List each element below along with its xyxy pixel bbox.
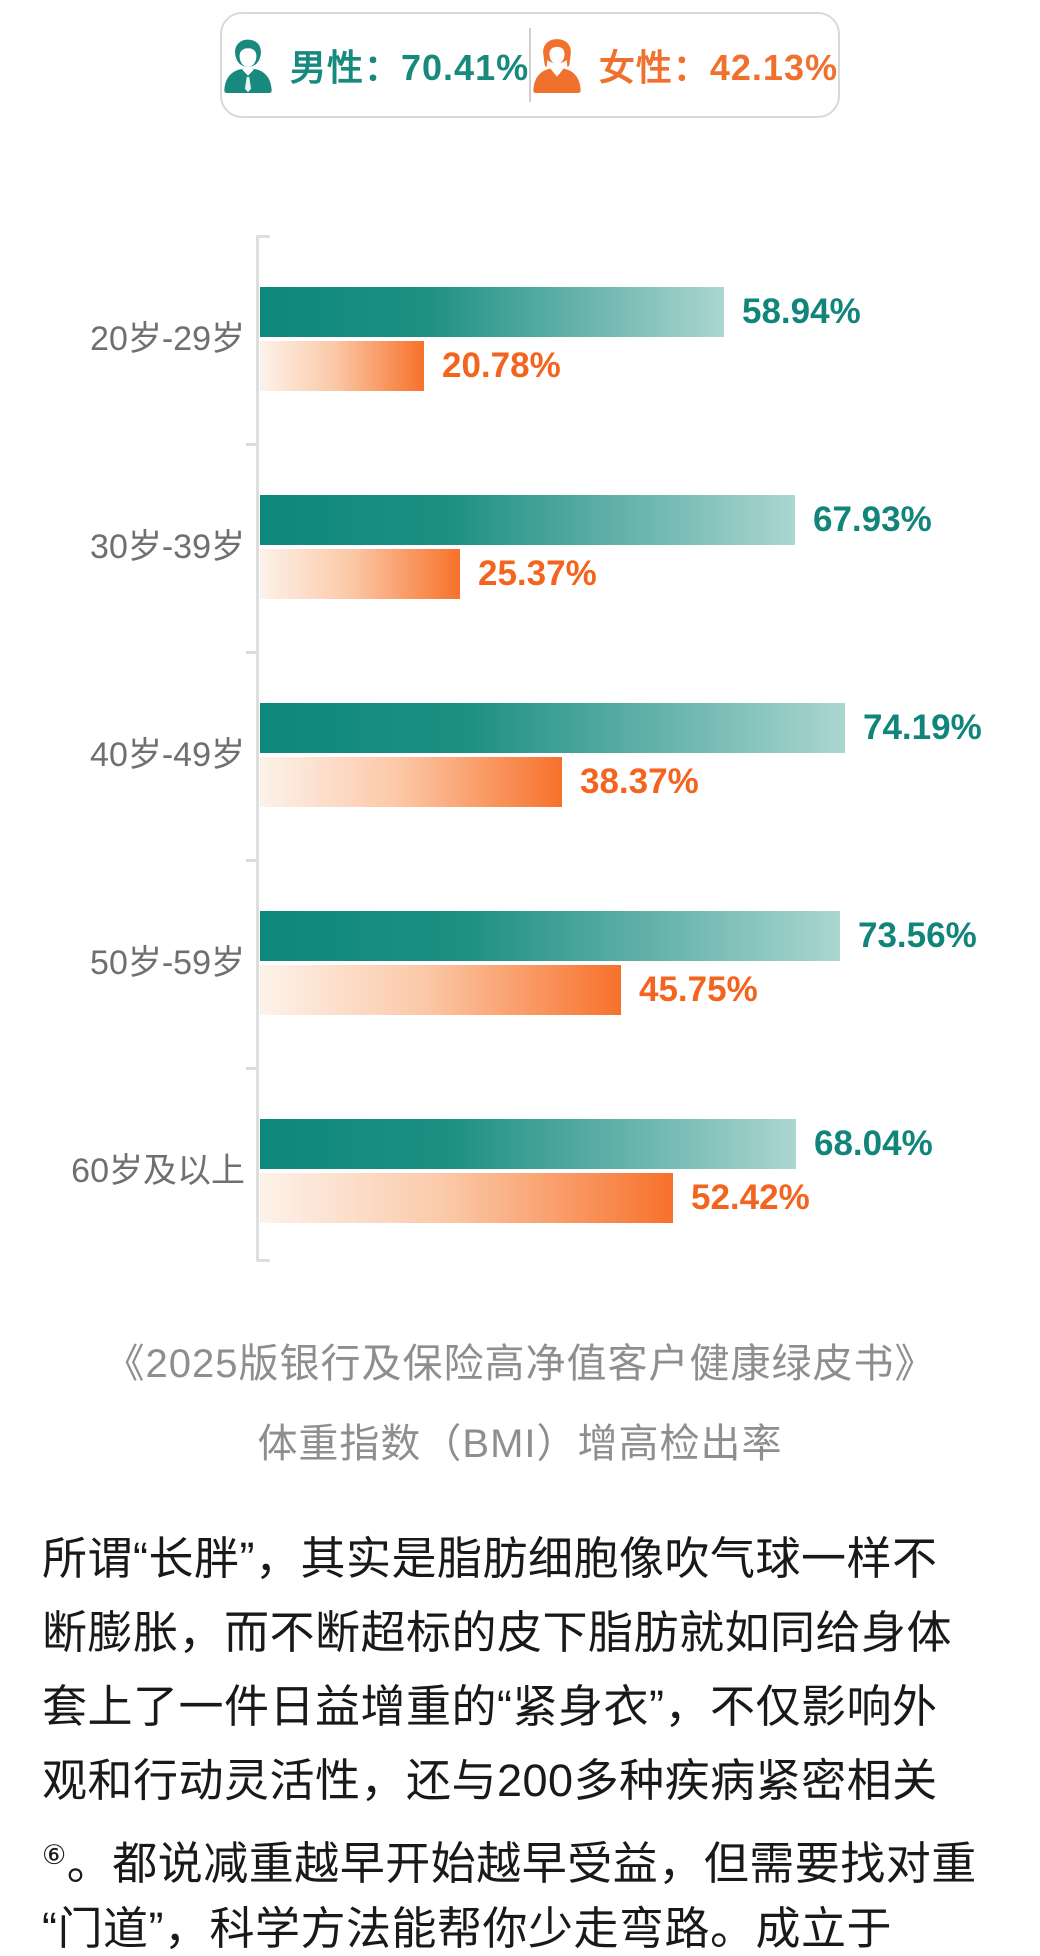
male-value-label: 67.93%	[813, 500, 932, 539]
axis-tick	[246, 1067, 256, 1070]
female-value-label: 25.37%	[478, 554, 597, 593]
category-label: 20岁-29岁	[90, 320, 245, 358]
chart-axis	[256, 235, 259, 1262]
female-bar	[260, 757, 562, 807]
female-value-label: 38.37%	[580, 762, 699, 801]
axis-tick	[246, 859, 256, 862]
male-bar	[260, 911, 840, 961]
female-legend-label: 女性：	[598, 47, 710, 88]
male-bar	[260, 287, 724, 337]
legend-card: 男性：70.41% 女性：42.13%	[220, 12, 840, 118]
caption-title: 体重指数（BMI）增高检出率	[257, 1422, 783, 1466]
category-label: 30岁-39岁	[90, 528, 245, 566]
axis-tick	[246, 443, 256, 446]
article-paragraph: 所谓“长胖”，其实是脂肪细胞像吹气球一样不 断膨胀，而不断超标的皮下脂肪就如同给…	[42, 1522, 1002, 1956]
legend-item-female: 女性：42.13%	[531, 14, 838, 116]
male-bar	[260, 1119, 796, 1169]
axis-top-hook	[256, 235, 270, 238]
paragraph-line: 观和行动灵活性，还与200多种疾病紧密相关	[42, 1755, 938, 1806]
axis-bottom-hook	[256, 1259, 270, 1262]
female-bar	[260, 965, 621, 1015]
female-value-label: 20.78%	[442, 346, 561, 385]
paragraph-line: 断膨胀，而不断超标的皮下脂肪就如同给身体	[42, 1607, 953, 1658]
male-bar	[260, 495, 795, 545]
male-person-icon	[224, 39, 272, 93]
paragraph-line: ⑥。都说减重越早开始越早受益，但需要找对重	[42, 1818, 1002, 1892]
male-bar	[260, 703, 845, 753]
legend-item-male: 男性：70.41%	[222, 14, 529, 116]
footnote-6-marker: ⑥	[42, 1840, 67, 1870]
female-person-icon	[533, 39, 581, 93]
category-label: 50岁-59岁	[90, 944, 245, 982]
male-value-label: 58.94%	[742, 292, 861, 331]
male-value-label: 73.56%	[858, 916, 977, 955]
legend-divider	[529, 28, 531, 102]
axis-tick	[246, 651, 256, 654]
paragraph-line-text: 。都说减重越早开始越早受益，但需要找对重	[66, 1838, 977, 1889]
male-legend-text: 男性：70.41%	[290, 39, 529, 91]
chart-caption: 《2025版银行及保险高净值客户健康绿皮书》 体重指数（BMI）增高检出率	[0, 1324, 1040, 1484]
female-bar	[260, 549, 460, 599]
male-legend-label: 男性：	[290, 47, 402, 88]
paragraph-line: “门道”，科学方法能帮你少走弯路。成立于	[42, 1903, 892, 1954]
female-legend-value: 42.13%	[709, 47, 838, 88]
male-value-label: 74.19%	[863, 708, 982, 747]
female-legend-text: 女性：42.13%	[599, 39, 838, 91]
paragraph-line: 所谓“长胖”，其实是脂肪细胞像吹气球一样不	[42, 1533, 938, 1584]
paragraph-line: 套上了一件日益增重的“紧身衣”，不仅影响外	[42, 1681, 938, 1732]
category-label: 60岁及以上	[71, 1152, 245, 1190]
female-bar	[260, 341, 424, 391]
female-value-label: 45.75%	[639, 970, 758, 1009]
caption-source: 《2025版银行及保险高净值客户健康绿皮书》	[104, 1342, 936, 1386]
female-value-label: 52.42%	[691, 1178, 810, 1217]
male-legend-value: 70.41%	[401, 47, 530, 88]
category-label: 40岁-49岁	[90, 736, 245, 774]
female-bar	[260, 1173, 673, 1223]
male-value-label: 68.04%	[814, 1124, 933, 1163]
